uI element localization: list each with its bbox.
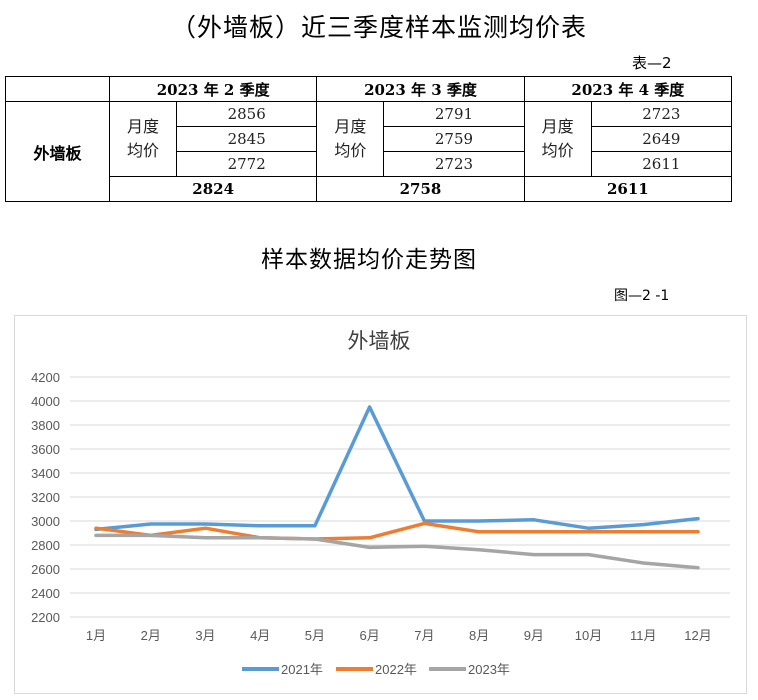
table-average-row: 2824 2758 2611	[6, 176, 733, 202]
x-axis-labels: 1月 2月 3月 4月 5月 6月 7月 8月 9月 10月 11月 12月	[86, 628, 712, 643]
monthly-value: 2723	[590, 101, 733, 127]
quarter-average: 2824	[108, 176, 318, 202]
x-tick-label: 12月	[684, 628, 711, 643]
chart-legend: 2021年 2022年 2023年	[242, 662, 510, 677]
y-tick-label: 2400	[31, 586, 60, 601]
series-line	[94, 521, 700, 541]
gridlines	[70, 376, 730, 618]
chart-heading: 样本数据均价走势图	[261, 247, 477, 273]
legend-label: 2021年	[281, 662, 323, 677]
y-tick-label: 4200	[31, 370, 60, 385]
x-tick-label: 3月	[195, 628, 215, 643]
row-label: 外墙板	[5, 101, 110, 202]
legend-label: 2022年	[375, 662, 417, 677]
monthly-value: 2772	[175, 151, 318, 177]
table-number: 表—2	[632, 54, 672, 72]
table-header-row: 2023 年 2 季度 2023 年 3 季度 2023 年 4 季度	[5, 76, 733, 102]
x-tick-label: 2月	[141, 628, 161, 643]
table-row: 2845 2759 2649	[6, 126, 733, 152]
monthly-value: 2759	[383, 126, 525, 152]
document-title: （外墙板）近三季度样本监测均价表	[170, 13, 587, 42]
x-tick-label: 8月	[469, 628, 489, 643]
series-line	[94, 533, 700, 570]
x-tick-label: 11月	[630, 628, 657, 643]
monthly-value: 2649	[590, 126, 733, 152]
y-axis-labels: 4200 4000 3800 3600 3400 3200 3000 2800 2600 2400…	[31, 370, 60, 625]
x-tick-label: 4月	[250, 628, 270, 643]
quarter-average: 2611	[523, 176, 733, 202]
x-tick-label: 9月	[524, 628, 544, 643]
data-lines	[94, 405, 700, 570]
y-tick-label: 2600	[31, 562, 60, 577]
table-row: 外墙板 月度 均价 2856 月度 均价 2791 月度 均价 2723	[5, 101, 733, 202]
monthly-value: 2723	[383, 151, 525, 177]
y-tick-label: 2200	[31, 610, 60, 625]
legend-label: 2023年	[468, 662, 510, 677]
quarter-average: 2758	[316, 176, 525, 202]
y-tick-label: 3200	[31, 490, 60, 505]
price-table: 2023 年 2 季度 2023 年 3 季度 2023 年 4 季度 外墙板 …	[5, 76, 733, 202]
monthly-avg-label: 月度 均价	[316, 101, 385, 177]
x-tick-label: 1月	[86, 628, 106, 643]
quarter-header: 2023 年 2 季度	[108, 76, 318, 102]
x-tick-label: 6月	[360, 628, 380, 643]
x-tick-label: 5月	[305, 628, 325, 643]
chart-title: 外墙板	[348, 329, 411, 353]
series-line	[94, 405, 700, 532]
monthly-value: 2845	[175, 126, 318, 152]
quarter-header: 2023 年 3 季度	[316, 76, 525, 102]
x-tick-label: 10月	[575, 628, 602, 643]
y-tick-label: 3600	[31, 442, 60, 457]
y-tick-label: 3400	[31, 466, 60, 481]
line-chart: 外墙板 4200 4000 3800 3600 3400 3200 3000 2800 2600…	[14, 315, 747, 694]
monthly-value: 2856	[175, 101, 318, 127]
monthly-value: 2611	[590, 151, 733, 177]
y-tick-label: 2800	[31, 538, 60, 553]
x-tick-label: 7月	[414, 628, 434, 643]
y-tick-label: 4000	[31, 394, 60, 409]
y-tick-label: 3800	[31, 418, 60, 433]
table-row: 2772 2723 2611	[6, 151, 733, 177]
figure-number: 图—2 -1	[614, 288, 670, 304]
y-tick-label: 3000	[31, 514, 60, 529]
monthly-value: 2791	[383, 101, 525, 127]
